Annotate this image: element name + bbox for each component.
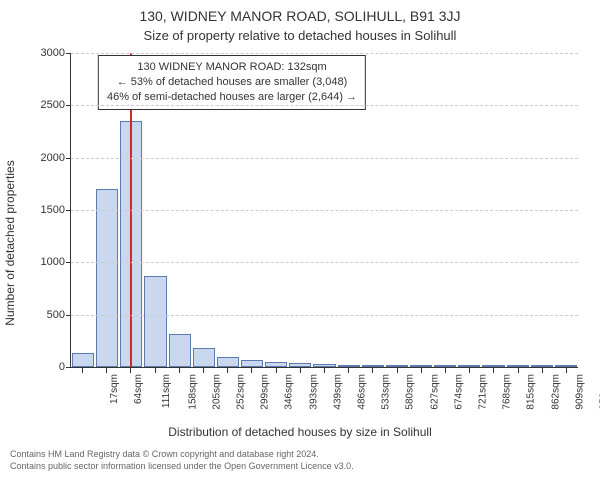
y-tick-label: 2000 xyxy=(41,152,71,164)
x-tick-mark xyxy=(493,368,494,373)
x-tick-mark xyxy=(300,368,301,373)
annotation-line-1: 130 WIDNEY MANOR ROAD: 132sqm xyxy=(107,60,357,75)
x-tick-label: 627sqm xyxy=(429,374,440,410)
x-tick-mark xyxy=(566,368,567,373)
annotation-box: 130 WIDNEY MANOR ROAD: 132sqm ← 53% of d… xyxy=(98,55,366,110)
x-tick-label: 111sqm xyxy=(162,374,173,408)
x-tick-mark xyxy=(397,368,398,373)
x-tick-label: 346sqm xyxy=(284,374,295,410)
x-tick-label: 439sqm xyxy=(332,374,343,410)
histogram-bar xyxy=(555,365,577,367)
histogram-bar xyxy=(507,365,529,367)
x-tick-mark xyxy=(542,368,543,373)
x-tick-label: 768sqm xyxy=(502,374,513,410)
footer-line-1: Contains HM Land Registry data © Crown c… xyxy=(10,449,590,461)
histogram-bar xyxy=(362,365,384,367)
x-tick-label: 158sqm xyxy=(187,374,198,410)
histogram-bar xyxy=(410,365,432,367)
x-tick-mark xyxy=(82,368,83,373)
annotation-line-2: ← 53% of detached houses are smaller (3,… xyxy=(107,75,357,90)
histogram-bar xyxy=(144,276,166,367)
x-axis-label: Distribution of detached houses by size … xyxy=(0,425,600,439)
histogram-bar xyxy=(265,362,287,367)
x-tick-label: 252sqm xyxy=(236,374,247,410)
grid-line xyxy=(71,315,578,316)
x-tick-mark xyxy=(324,368,325,373)
x-tick-mark xyxy=(348,368,349,373)
histogram-bar xyxy=(217,357,239,367)
grid-line xyxy=(71,210,578,211)
x-tick-label: 674sqm xyxy=(453,374,464,410)
y-tick-label: 2500 xyxy=(41,99,71,111)
histogram-bar xyxy=(193,348,215,367)
page-subtitle: Size of property relative to detached ho… xyxy=(0,28,600,43)
x-tick-label: 721sqm xyxy=(478,374,489,410)
histogram-bar xyxy=(458,365,480,367)
x-tick-label: 909sqm xyxy=(574,374,585,410)
x-tick-label: 205sqm xyxy=(211,374,222,410)
y-tick-label: 3000 xyxy=(41,47,71,59)
x-tick-label: 17sqm xyxy=(109,374,120,404)
x-tick-label: 486sqm xyxy=(357,374,368,410)
histogram-bar xyxy=(531,365,553,367)
y-axis-label: Number of detached properties xyxy=(3,160,17,325)
y-tick-label: 1500 xyxy=(41,204,71,216)
x-tick-label: 64sqm xyxy=(133,374,144,404)
x-tick-label: 862sqm xyxy=(550,374,561,410)
histogram-bar xyxy=(169,334,191,367)
x-tick-mark xyxy=(155,368,156,373)
x-tick-container: 17sqm 64sqm 111sqm 158sqm 205sqm 252sqm 299sqm… xyxy=(70,368,578,423)
grid-line xyxy=(71,105,578,106)
x-tick-mark xyxy=(372,368,373,373)
histogram-bar xyxy=(289,363,311,367)
x-tick-label: 580sqm xyxy=(405,374,416,410)
grid-line xyxy=(71,262,578,263)
chart-container: Number of detached properties 130 WIDNEY… xyxy=(0,43,600,443)
y-tick-label: 500 xyxy=(47,309,71,321)
y-tick-label: 1000 xyxy=(41,256,71,268)
annotation-line-3: 46% of semi-detached houses are larger (… xyxy=(107,90,357,105)
histogram-bar xyxy=(72,353,94,367)
x-tick-mark xyxy=(445,368,446,373)
x-tick-mark xyxy=(518,368,519,373)
grid-line xyxy=(71,53,578,54)
x-tick-label: 815sqm xyxy=(526,374,537,410)
x-tick-mark xyxy=(130,368,131,373)
histogram-bar xyxy=(96,189,118,367)
grid-line xyxy=(71,158,578,159)
histogram-bar xyxy=(338,365,360,367)
x-tick-mark xyxy=(421,368,422,373)
x-tick-mark xyxy=(227,368,228,373)
histogram-bar xyxy=(482,365,504,367)
footer-line-2: Contains public sector information licen… xyxy=(10,461,590,473)
histogram-bar xyxy=(313,364,335,367)
x-tick-mark xyxy=(179,368,180,373)
histogram-bar xyxy=(241,360,263,367)
x-tick-mark xyxy=(276,368,277,373)
histogram-bar xyxy=(386,365,408,367)
footer: Contains HM Land Registry data © Crown c… xyxy=(0,443,600,472)
plot-area: 130 WIDNEY MANOR ROAD: 132sqm ← 53% of d… xyxy=(70,53,578,368)
page-title: 130, WIDNEY MANOR ROAD, SOLIHULL, B91 3J… xyxy=(0,8,600,24)
x-tick-mark xyxy=(203,368,204,373)
x-tick-label: 299sqm xyxy=(260,374,271,410)
x-tick-mark xyxy=(106,368,107,373)
x-tick-label: 533sqm xyxy=(381,374,392,410)
x-tick-label: 393sqm xyxy=(308,374,319,410)
x-tick-mark xyxy=(251,368,252,373)
histogram-bar xyxy=(434,365,456,367)
x-tick-mark xyxy=(469,368,470,373)
